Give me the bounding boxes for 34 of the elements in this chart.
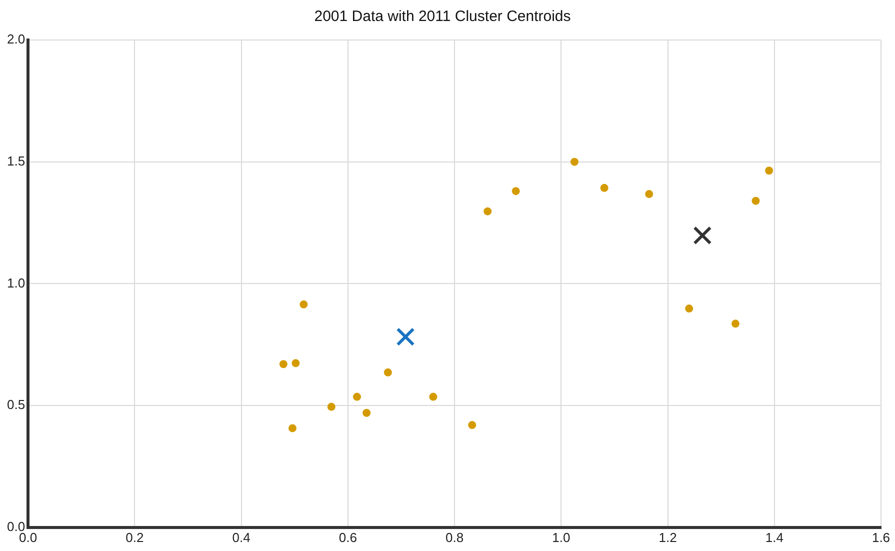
point bbox=[429, 392, 438, 401]
point bbox=[384, 368, 392, 376]
point bbox=[685, 304, 694, 313]
point bbox=[484, 207, 492, 216]
point bbox=[279, 360, 288, 368]
x-tick-label: 1.6 bbox=[872, 530, 890, 545]
point bbox=[731, 320, 740, 328]
point bbox=[765, 166, 774, 175]
x-tick-label: 1.4 bbox=[765, 530, 784, 545]
y-tick-label: 1.0 bbox=[6, 275, 26, 290]
y-tick-label: 0.5 bbox=[6, 397, 26, 412]
point bbox=[752, 196, 760, 205]
chart-title: 2001 Data with 2011 Cluster Centroids bbox=[314, 8, 571, 26]
point bbox=[570, 158, 578, 166]
x-tick-label: 0.2 bbox=[126, 530, 144, 545]
point bbox=[292, 359, 300, 368]
point bbox=[352, 392, 361, 401]
point bbox=[396, 328, 415, 346]
point bbox=[300, 300, 308, 308]
point bbox=[512, 187, 520, 196]
point bbox=[600, 184, 608, 192]
x-tick-label: 0.6 bbox=[338, 530, 357, 545]
point bbox=[327, 402, 336, 411]
point bbox=[645, 190, 654, 198]
point bbox=[362, 408, 371, 417]
point bbox=[468, 421, 476, 430]
x-tick-label: 0.8 bbox=[445, 530, 464, 545]
x-tick-label: 1.2 bbox=[658, 530, 677, 545]
y-tick-label: 1.5 bbox=[6, 153, 26, 168]
point bbox=[288, 424, 296, 432]
x-tick-label: 0.4 bbox=[232, 530, 250, 545]
y-tick-label: 2.0 bbox=[6, 32, 26, 47]
point bbox=[693, 226, 712, 245]
x-tick-label: 1.0 bbox=[552, 530, 570, 545]
